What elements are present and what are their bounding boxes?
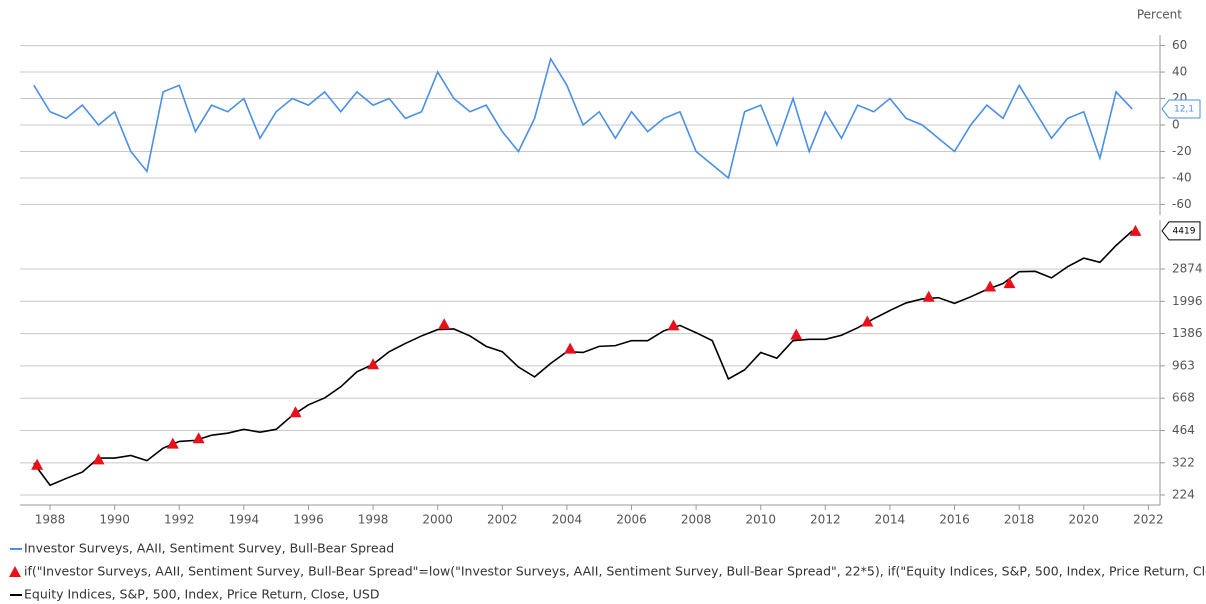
triangle-marker — [667, 319, 680, 331]
x-tick-label: 2000 — [422, 513, 453, 527]
last-value-label: 12,1 — [1174, 104, 1194, 114]
legend-label: Investor Surveys, AAII, Sentiment Survey… — [24, 541, 394, 556]
y-tick-label: 668 — [1172, 391, 1195, 405]
triangle-marker — [984, 280, 997, 292]
triangle-marker — [922, 290, 935, 302]
y-tick-label: -40 — [1172, 170, 1192, 184]
triangle-marker — [367, 358, 380, 370]
triangle-marker — [438, 318, 451, 330]
plot-area — [33, 56, 1133, 180]
y-tick-label: 2874 — [1172, 262, 1203, 276]
legend-label: Equity Indices, S&P, 500, Index, Price R… — [24, 587, 379, 602]
last-value-label: 4419 — [1173, 226, 1196, 236]
x-tick-label: 2012 — [810, 513, 841, 527]
x-tick-label: 1990 — [99, 513, 130, 527]
triangle-marker — [31, 458, 44, 470]
triangle-marker — [861, 315, 874, 327]
y-tick-label: 1386 — [1172, 326, 1203, 340]
y-tick-label: 60 — [1172, 38, 1187, 52]
x-tick-label: 1994 — [229, 513, 260, 527]
x-tick-label: 2006 — [616, 513, 647, 527]
legend-label: if("Investor Surveys, AAII, Sentiment Su… — [24, 564, 1206, 579]
triangle-marker — [289, 406, 302, 418]
y-axis-title: Percent — [1137, 8, 1182, 22]
triangle-marker — [1003, 277, 1016, 289]
x-tick-label: 2004 — [552, 513, 583, 527]
legend-marker — [9, 566, 21, 577]
plot-area — [31, 224, 1142, 487]
triangle-marker — [192, 432, 205, 444]
y-tick-label: 963 — [1172, 358, 1195, 372]
line — [33, 230, 1133, 487]
x-tick-label: 1988 — [35, 513, 66, 527]
triangle-marker — [92, 453, 105, 465]
y-tick-label: -60 — [1172, 197, 1192, 211]
triangle-marker — [1129, 224, 1142, 236]
x-tick-label: 2008 — [681, 513, 712, 527]
x-tick-label: 2014 — [875, 513, 906, 527]
x-tick-label: 2002 — [487, 513, 518, 527]
last-value-tag — [1161, 99, 1201, 119]
x-tick-label: 1998 — [358, 513, 389, 527]
y-tick-label: -20 — [1172, 144, 1192, 158]
x-tick-label: 1996 — [293, 513, 324, 527]
x-tick-label: 2022 — [1133, 513, 1164, 527]
x-tick-label: 2018 — [1004, 513, 1035, 527]
x-tick-label: 2010 — [745, 513, 776, 527]
y-tick-label: 0 — [1172, 118, 1180, 132]
y-tick-label: 1996 — [1172, 294, 1203, 308]
x-tick-label: 1992 — [164, 513, 195, 527]
last-value-tag — [1161, 221, 1201, 241]
y-tick-label: 224 — [1172, 487, 1195, 501]
triangle-marker — [790, 328, 803, 340]
x-tick-label: 2020 — [1068, 513, 1099, 527]
triangle-marker — [564, 342, 577, 354]
triangle-marker — [166, 437, 179, 449]
x-tick-label: 2016 — [939, 513, 970, 527]
y-tick-label: 322 — [1172, 455, 1195, 469]
y-tick-label: 464 — [1172, 423, 1195, 437]
line — [33, 56, 1133, 180]
y-tick-label: 40 — [1172, 65, 1187, 79]
